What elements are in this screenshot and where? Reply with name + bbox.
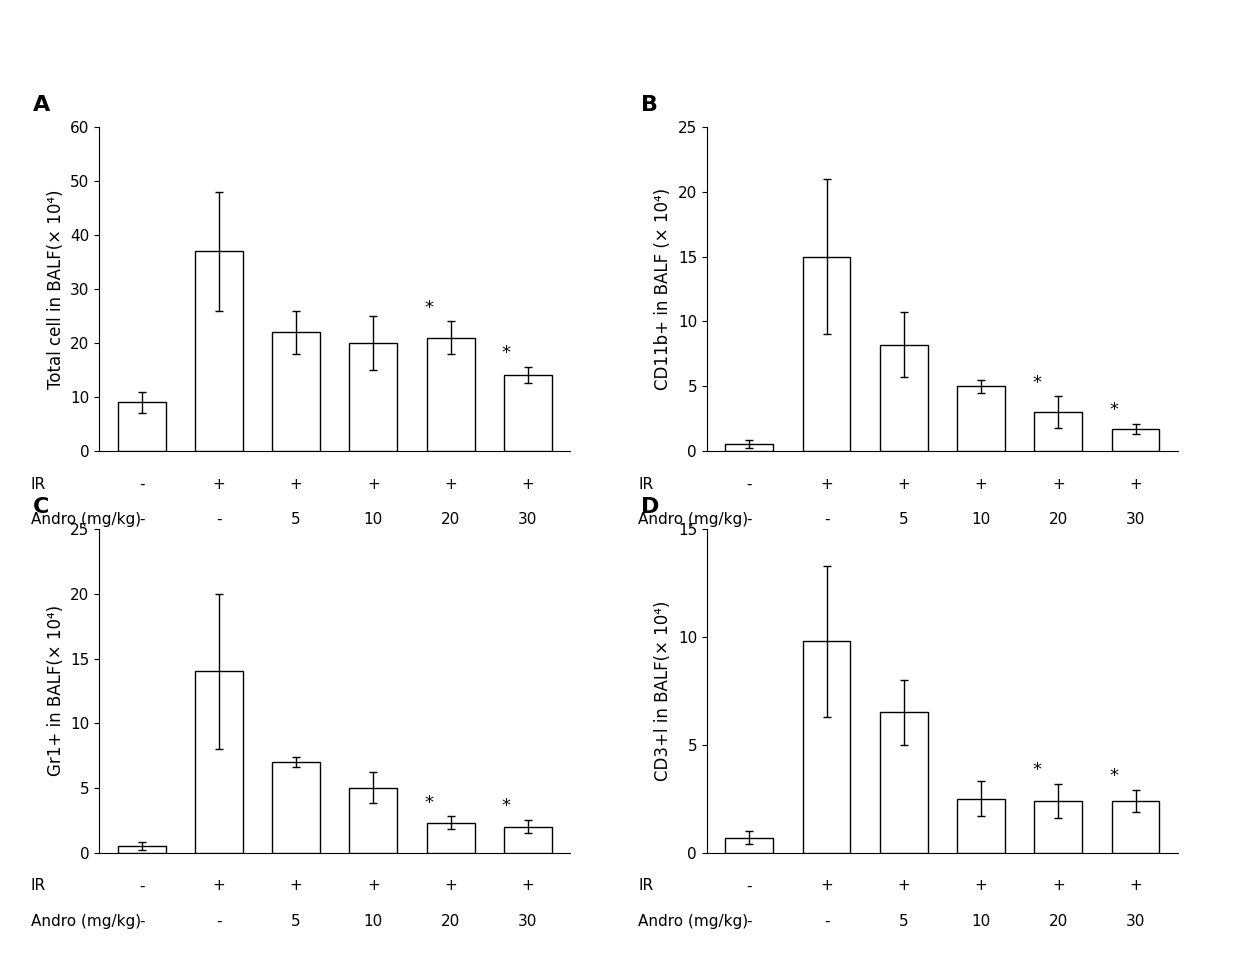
- Bar: [1034, 412, 1083, 451]
- Bar: [725, 444, 774, 451]
- Bar: [880, 712, 928, 853]
- Text: -: -: [746, 878, 751, 894]
- Text: -: -: [216, 513, 222, 527]
- Text: +: +: [1130, 878, 1142, 894]
- Text: 20: 20: [441, 914, 460, 929]
- Text: *: *: [424, 299, 434, 317]
- Text: D: D: [641, 497, 660, 516]
- Text: *: *: [1110, 401, 1118, 418]
- Bar: [1034, 801, 1083, 853]
- Text: C: C: [33, 497, 50, 516]
- Bar: [118, 403, 166, 451]
- Text: A: A: [33, 95, 51, 115]
- Text: *: *: [1110, 767, 1118, 785]
- Text: *: *: [502, 344, 511, 363]
- Text: 30: 30: [518, 513, 538, 527]
- Text: -: -: [823, 914, 830, 929]
- Text: 30: 30: [1126, 513, 1146, 527]
- Text: +: +: [820, 878, 833, 894]
- Text: B: B: [641, 95, 658, 115]
- Bar: [1111, 801, 1159, 853]
- Text: IR: IR: [31, 476, 46, 492]
- Bar: [273, 332, 320, 451]
- Text: +: +: [290, 476, 303, 492]
- Y-axis label: CD3+l in BALF(× 10⁴): CD3+l in BALF(× 10⁴): [655, 601, 672, 781]
- Text: -: -: [139, 513, 144, 527]
- Bar: [725, 838, 774, 853]
- Text: 20: 20: [1049, 914, 1068, 929]
- Text: *: *: [1032, 373, 1042, 392]
- Y-axis label: Gr1+ in BALF(× 10⁴): Gr1+ in BALF(× 10⁴): [47, 606, 64, 776]
- Bar: [802, 257, 851, 451]
- Text: -: -: [823, 513, 830, 527]
- Bar: [118, 846, 166, 853]
- Y-axis label: Total cell in BALF(× 10⁴): Total cell in BALF(× 10⁴): [47, 189, 64, 389]
- Text: Andro (mg/kg): Andro (mg/kg): [31, 513, 141, 527]
- Text: +: +: [212, 476, 226, 492]
- Bar: [957, 386, 1004, 451]
- Text: 5: 5: [899, 513, 909, 527]
- Text: 30: 30: [1126, 914, 1146, 929]
- Text: IR: IR: [639, 878, 653, 894]
- Text: -: -: [746, 476, 751, 492]
- Text: -: -: [139, 878, 144, 894]
- Bar: [195, 251, 243, 451]
- Text: +: +: [522, 878, 534, 894]
- Text: -: -: [139, 476, 144, 492]
- Text: 20: 20: [441, 513, 460, 527]
- Text: -: -: [746, 914, 751, 929]
- Text: -: -: [139, 914, 144, 929]
- Text: +: +: [820, 476, 833, 492]
- Bar: [503, 827, 552, 853]
- Text: +: +: [444, 476, 458, 492]
- Text: Andro (mg/kg): Andro (mg/kg): [31, 914, 141, 929]
- Bar: [957, 799, 1004, 853]
- Text: +: +: [975, 878, 987, 894]
- Bar: [427, 823, 475, 853]
- Text: 20: 20: [1049, 513, 1068, 527]
- Bar: [350, 343, 397, 451]
- Bar: [427, 337, 475, 451]
- Text: +: +: [367, 476, 379, 492]
- Text: +: +: [1052, 476, 1065, 492]
- Text: +: +: [1052, 878, 1065, 894]
- Text: 5: 5: [899, 914, 909, 929]
- Text: 10: 10: [971, 914, 991, 929]
- Bar: [195, 671, 243, 853]
- Text: IR: IR: [31, 878, 46, 894]
- Text: 5: 5: [291, 914, 301, 929]
- Bar: [350, 788, 397, 853]
- Text: Andro (mg/kg): Andro (mg/kg): [639, 513, 749, 527]
- Text: +: +: [1130, 476, 1142, 492]
- Text: Andro (mg/kg): Andro (mg/kg): [639, 914, 749, 929]
- Text: +: +: [290, 878, 303, 894]
- Text: *: *: [1032, 760, 1042, 779]
- Bar: [880, 345, 928, 451]
- Text: +: +: [444, 878, 458, 894]
- Text: +: +: [522, 476, 534, 492]
- Bar: [273, 762, 320, 853]
- Text: +: +: [975, 476, 987, 492]
- Text: 5: 5: [291, 513, 301, 527]
- Bar: [802, 641, 851, 853]
- Text: IR: IR: [639, 476, 653, 492]
- Bar: [1111, 429, 1159, 451]
- Text: 30: 30: [518, 914, 538, 929]
- Bar: [503, 375, 552, 451]
- Text: -: -: [216, 914, 222, 929]
- Text: 10: 10: [363, 914, 383, 929]
- Text: +: +: [898, 476, 910, 492]
- Text: +: +: [898, 878, 910, 894]
- Y-axis label: CD11b+ in BALF (× 10⁴): CD11b+ in BALF (× 10⁴): [655, 188, 672, 390]
- Text: +: +: [212, 878, 226, 894]
- Text: *: *: [424, 794, 434, 811]
- Text: +: +: [367, 878, 379, 894]
- Text: 10: 10: [971, 513, 991, 527]
- Text: -: -: [746, 513, 751, 527]
- Text: *: *: [502, 798, 511, 815]
- Text: 10: 10: [363, 513, 383, 527]
